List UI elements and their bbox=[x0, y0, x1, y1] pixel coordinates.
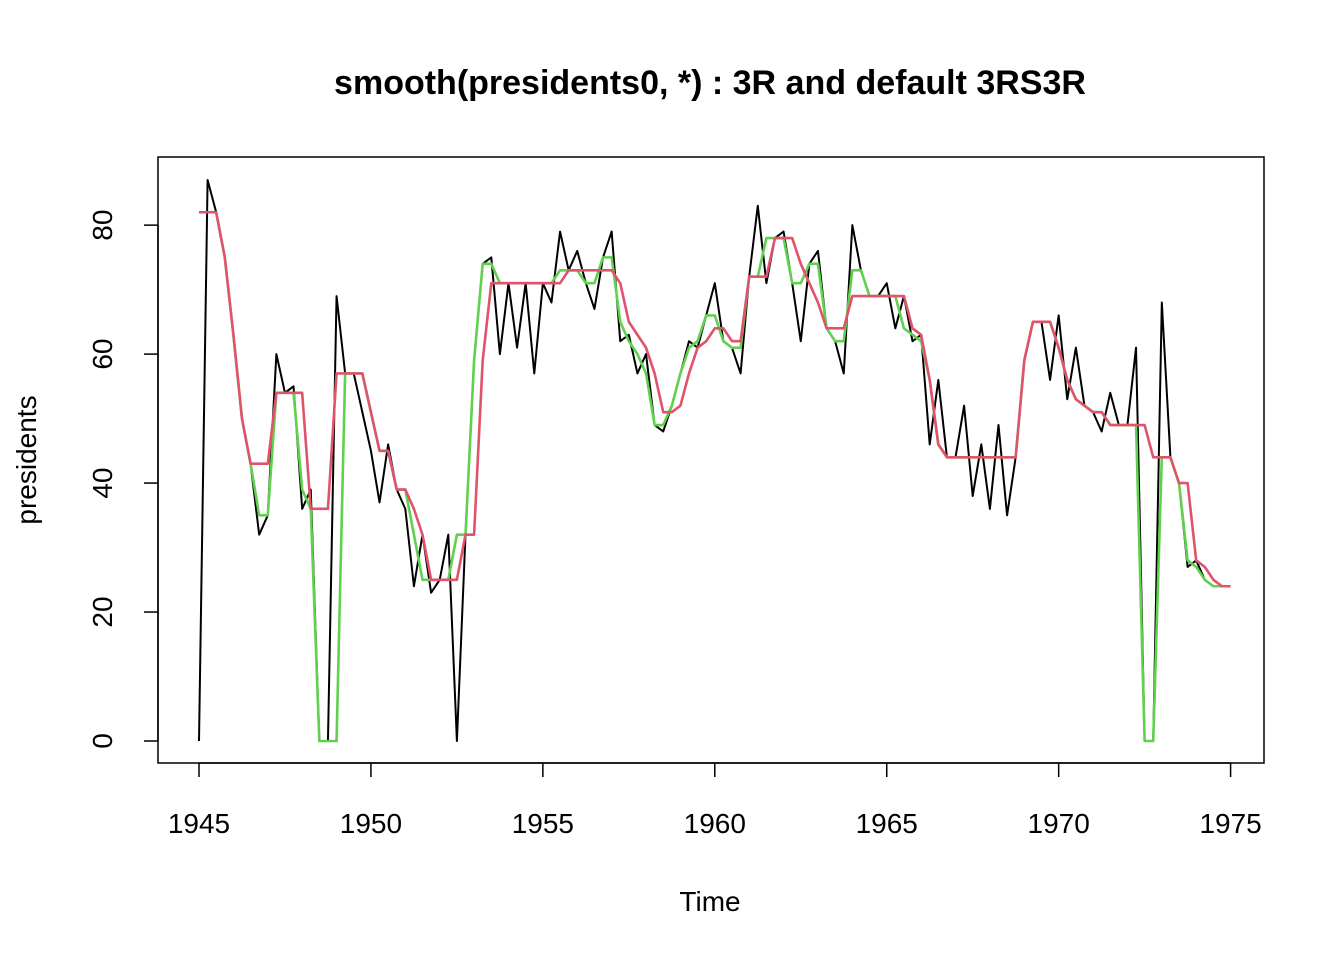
series-3r-line bbox=[199, 210, 1222, 743]
y-tick-label: 80 bbox=[87, 210, 118, 241]
y-tick-label: 40 bbox=[87, 467, 118, 498]
y-axis: 0 20 40 60 80 bbox=[87, 210, 159, 749]
y-axis-label: presidents bbox=[11, 395, 42, 524]
x-tick-label: 1965 bbox=[856, 808, 918, 839]
series-3rs3r-line bbox=[199, 210, 1231, 588]
plot-frame bbox=[157, 156, 1265, 764]
chart-title: smooth(presidents0, *) : 3R and default … bbox=[334, 64, 1086, 102]
y-tick-label: 60 bbox=[87, 339, 118, 370]
y-tick-label: 0 bbox=[87, 733, 118, 749]
x-tick-label: 1955 bbox=[512, 808, 574, 839]
x-tick-label: 1975 bbox=[1199, 808, 1261, 839]
x-tick-label: 1950 bbox=[340, 808, 402, 839]
x-tick-label: 1945 bbox=[168, 808, 230, 839]
x-axis-label: Time bbox=[679, 886, 740, 917]
y-tick-label: 20 bbox=[87, 596, 118, 627]
series-raw-line bbox=[198, 179, 1222, 742]
x-axis: 1945 1950 1955 1960 1965 1970 1975 bbox=[168, 762, 1262, 839]
x-tick-label: 1960 bbox=[684, 808, 746, 839]
x-tick-label: 1970 bbox=[1028, 808, 1090, 839]
series-layer bbox=[198, 179, 1231, 743]
